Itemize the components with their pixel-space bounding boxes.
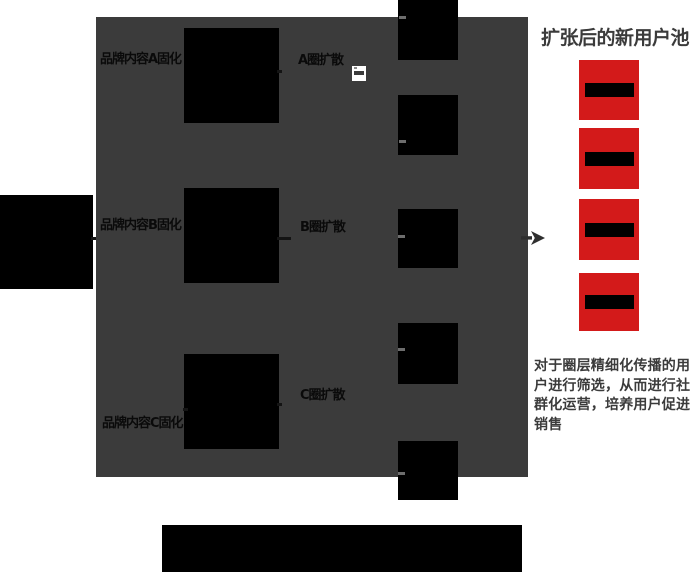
note-text: 对于圈层精细化传播的用户进行筛选，从而进行社群化运营，培养用户促进销售 xyxy=(534,358,691,433)
connector-row-c-left xyxy=(183,408,188,411)
mid-image-placeholder-3 xyxy=(398,209,458,268)
pool-box-1 xyxy=(579,60,639,120)
mid-image-placeholder-2 xyxy=(398,95,458,155)
content-panel: 品牌内容A固化 A圈扩散 品牌内容B固化 B圈扩散 品牌内容C固化 C圈扩散 xyxy=(96,17,528,477)
mid-image-placeholder-5 xyxy=(398,441,458,500)
pool-box-4 xyxy=(579,273,639,331)
row-a-label: 品牌内容A固化 xyxy=(100,52,182,67)
bottom-bar-image-placeholder xyxy=(162,525,522,572)
pool-box-2 xyxy=(579,128,639,189)
tiny-label-mark xyxy=(398,348,405,351)
right-arrow-icon xyxy=(521,231,545,245)
row-c-spread-label: C圈扩散 xyxy=(300,388,346,403)
row-c-label: 品牌内容C固化 xyxy=(102,416,184,431)
connector-row-a xyxy=(277,70,282,73)
tiny-label-mark xyxy=(398,235,405,238)
connector-row-b xyxy=(277,237,291,240)
pool-box-3-bar xyxy=(584,222,634,237)
row-b-image-placeholder xyxy=(184,188,279,283)
pool-title: 扩张后的新用户池 xyxy=(541,27,690,49)
pool-box-2-bar xyxy=(584,151,634,166)
row-a-spread-label: A圈扩散 xyxy=(298,53,344,68)
tiny-label-mark xyxy=(399,140,406,143)
pool-box-3 xyxy=(579,199,639,260)
mid-image-placeholder-4 xyxy=(398,323,458,384)
row-b-label: 品牌内容B固化 xyxy=(100,218,182,233)
mid-image-placeholder-1 xyxy=(398,0,458,60)
tiny-label-mark xyxy=(399,16,406,19)
row-c-image-placeholder xyxy=(184,354,279,449)
row-b-spread-label: B圈扩散 xyxy=(300,220,346,235)
pool-box-1-bar xyxy=(584,83,634,97)
row-a-image-placeholder xyxy=(184,28,279,123)
broken-image-icon xyxy=(352,66,366,81)
broken-image-icon-dash xyxy=(354,71,364,75)
pool-box-4-bar xyxy=(584,295,634,309)
broken-image-icon-dot xyxy=(354,67,357,69)
tiny-label-mark xyxy=(398,472,405,475)
connector-row-c-right xyxy=(277,403,282,406)
source-pool-image-placeholder xyxy=(0,195,93,289)
